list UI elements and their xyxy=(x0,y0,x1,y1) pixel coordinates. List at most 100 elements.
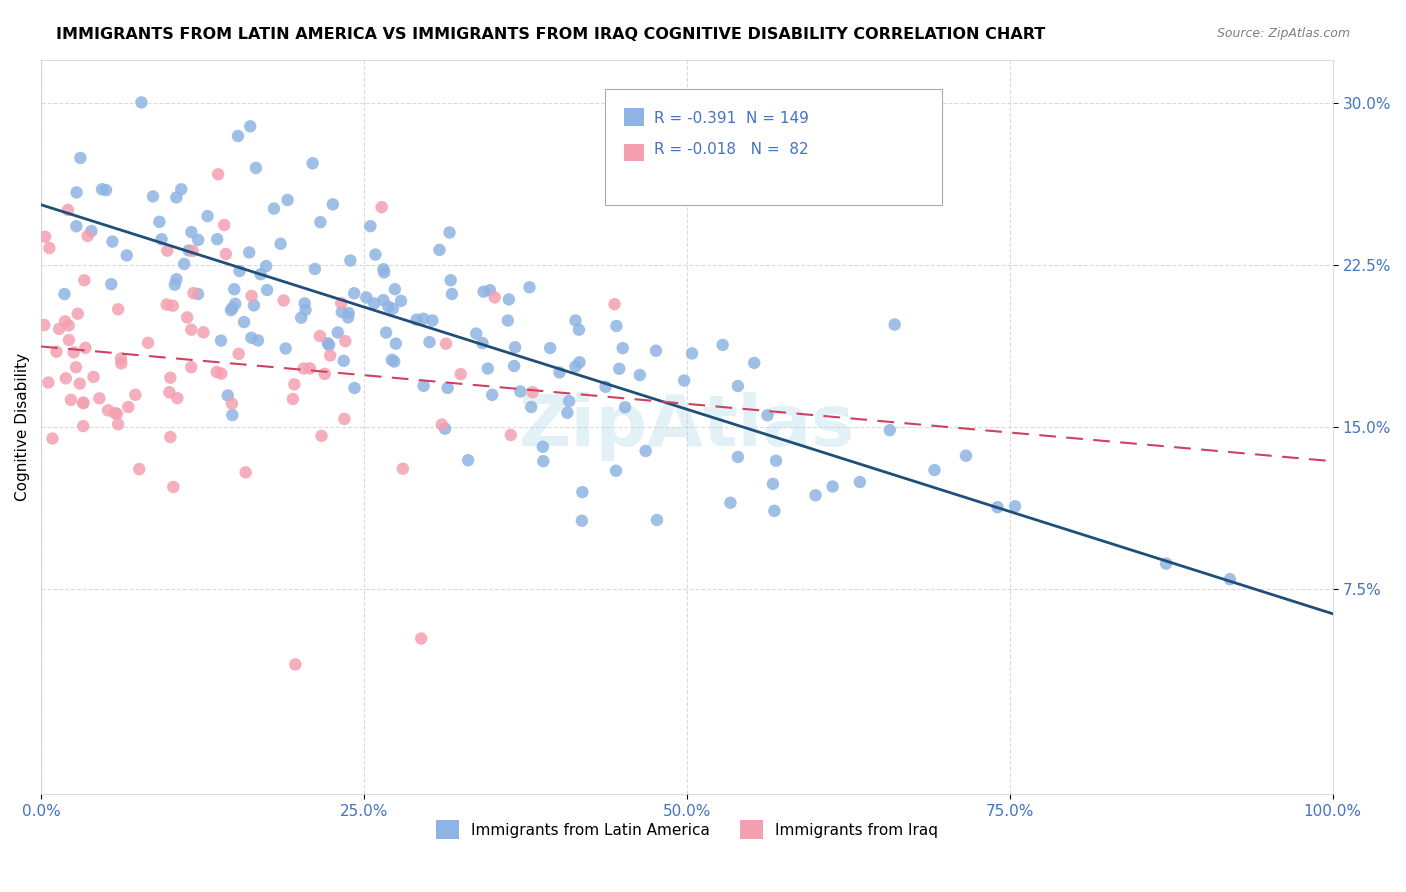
Immigrants from Iraq xyxy=(58,318,80,333)
Immigrants from Iraq xyxy=(391,461,413,475)
Immigrants from Latin America xyxy=(503,359,526,373)
Text: Source: ZipAtlas.com: Source: ZipAtlas.com xyxy=(1216,27,1350,40)
Immigrants from Latin America xyxy=(879,423,901,437)
Immigrants from Latin America xyxy=(628,368,651,382)
Immigrants from Iraq xyxy=(48,322,70,336)
Immigrants from Iraq xyxy=(411,632,433,646)
Immigrants from Latin America xyxy=(339,253,361,268)
Immigrants from Latin America xyxy=(405,312,427,326)
Immigrants from Latin America xyxy=(246,334,269,348)
Immigrants from Latin America xyxy=(363,296,385,310)
Immigrants from Latin America xyxy=(243,298,266,312)
Immigrants from Iraq xyxy=(53,314,76,328)
Immigrants from Iraq xyxy=(221,396,243,410)
Immigrants from Iraq xyxy=(124,388,146,402)
Immigrants from Iraq xyxy=(72,395,94,409)
Immigrants from Latin America xyxy=(381,352,404,367)
Immigrants from Iraq xyxy=(209,367,232,381)
Immigrants from Latin America xyxy=(645,513,668,527)
Immigrants from Latin America xyxy=(219,303,242,318)
Immigrants from Latin America xyxy=(187,233,209,247)
Immigrants from Iraq xyxy=(180,323,202,337)
Immigrants from Iraq xyxy=(319,348,342,362)
Text: IMMIGRANTS FROM LATIN AMERICA VS IMMIGRANTS FROM IRAQ COGNITIVE DISABILITY CORRE: IMMIGRANTS FROM LATIN AMERICA VS IMMIGRA… xyxy=(56,27,1046,42)
Immigrants from Latin America xyxy=(101,235,124,249)
Immigrants from Latin America xyxy=(165,190,187,204)
Immigrants from Latin America xyxy=(519,280,541,294)
Immigrants from Iraq xyxy=(370,200,392,214)
Immigrants from Latin America xyxy=(180,225,202,239)
Immigrants from Latin America xyxy=(720,496,742,510)
Immigrants from Latin America xyxy=(337,310,360,325)
Immigrants from Iraq xyxy=(66,307,89,321)
Immigrants from Iraq xyxy=(484,290,506,304)
Immigrants from Iraq xyxy=(117,400,139,414)
Immigrants from Iraq xyxy=(215,247,238,261)
Immigrants from Iraq xyxy=(89,391,111,405)
Immigrants from Latin America xyxy=(436,381,458,395)
Immigrants from Latin America xyxy=(148,215,170,229)
Immigrants from Iraq xyxy=(110,356,132,370)
Immigrants from Latin America xyxy=(326,326,349,340)
Immigrants from Latin America xyxy=(239,120,262,134)
Immigrants from Iraq xyxy=(107,417,129,432)
Immigrants from Latin America xyxy=(531,454,554,468)
Immigrants from Iraq xyxy=(136,335,159,350)
Immigrants from Iraq xyxy=(292,361,315,376)
Immigrants from Latin America xyxy=(605,318,627,333)
Immigrants from Iraq xyxy=(181,244,204,258)
Immigrants from Latin America xyxy=(471,336,494,351)
Immigrants from Iraq xyxy=(45,344,67,359)
Immigrants from Latin America xyxy=(274,342,297,356)
Immigrants from Latin America xyxy=(217,388,239,402)
Immigrants from Latin America xyxy=(481,388,503,402)
Immigrants from Iraq xyxy=(41,432,63,446)
Immigrants from Iraq xyxy=(159,370,181,384)
Immigrants from Latin America xyxy=(381,301,404,316)
Immigrants from Iraq xyxy=(75,341,97,355)
Immigrants from Iraq xyxy=(450,367,472,381)
Immigrants from Latin America xyxy=(571,485,593,500)
Immigrants from Iraq xyxy=(107,302,129,317)
Immigrants from Latin America xyxy=(645,343,668,358)
Immigrants from Iraq xyxy=(69,376,91,391)
Immigrants from Iraq xyxy=(180,360,202,375)
Immigrants from Latin America xyxy=(440,273,463,287)
Immigrants from Latin America xyxy=(309,215,332,229)
Immigrants from Latin America xyxy=(568,323,591,337)
Immigrants from Iraq xyxy=(162,480,184,494)
Immigrants from Latin America xyxy=(883,318,905,332)
Immigrants from Latin America xyxy=(233,315,256,329)
Immigrants from Iraq xyxy=(162,299,184,313)
Immigrants from Iraq xyxy=(284,657,307,672)
Immigrants from Latin America xyxy=(412,379,434,393)
Immigrants from Latin America xyxy=(727,450,749,464)
Immigrants from Latin America xyxy=(607,361,630,376)
Immigrants from Latin America xyxy=(382,354,405,368)
Text: ZipAtlas: ZipAtlas xyxy=(519,392,855,461)
Immigrants from Latin America xyxy=(711,338,734,352)
Immigrants from Latin America xyxy=(821,479,844,493)
Immigrants from Latin America xyxy=(509,384,531,399)
Immigrants from Latin America xyxy=(373,262,395,277)
Immigrants from Latin America xyxy=(564,313,586,327)
Immigrants from Iraq xyxy=(499,428,522,442)
Immigrants from Latin America xyxy=(115,248,138,262)
Immigrants from Latin America xyxy=(849,475,872,489)
Immigrants from Iraq xyxy=(59,392,82,407)
Immigrants from Iraq xyxy=(207,167,229,181)
Immigrants from Iraq xyxy=(333,412,356,426)
Immigrants from Latin America xyxy=(187,287,209,301)
Immigrants from Latin America xyxy=(384,282,406,296)
Immigrants from Latin America xyxy=(605,464,627,478)
Immigrants from Latin America xyxy=(756,409,779,423)
Immigrants from Latin America xyxy=(170,182,193,196)
Immigrants from Iraq xyxy=(157,385,180,400)
Immigrants from Latin America xyxy=(80,224,103,238)
Immigrants from Latin America xyxy=(337,306,360,320)
Immigrants from Latin America xyxy=(263,202,285,216)
Immigrants from Latin America xyxy=(742,356,765,370)
Immigrants from Latin America xyxy=(612,341,634,355)
Immigrants from Latin America xyxy=(479,283,502,297)
Immigrants from Latin America xyxy=(224,297,246,311)
